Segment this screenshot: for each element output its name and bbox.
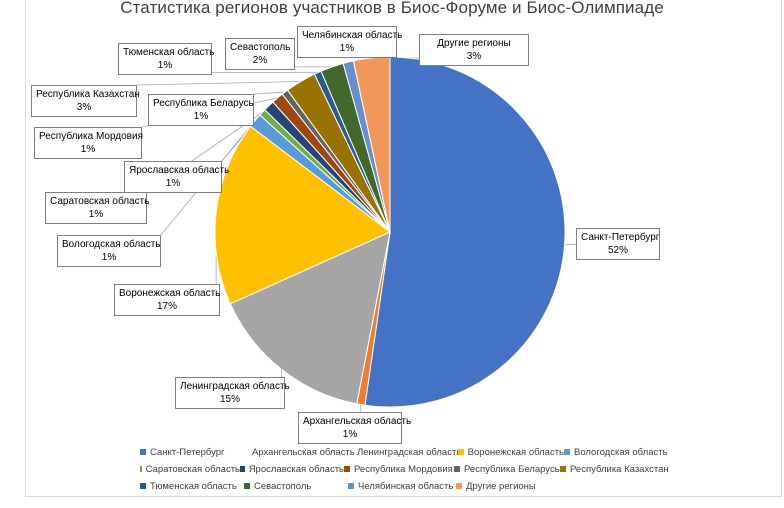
- legend-row: Санкт-Петербург Архангельская область Ле…: [140, 446, 700, 458]
- data-label-name: Вологодская область: [62, 239, 161, 250]
- data-label: Вологодская область 1%: [57, 235, 161, 267]
- data-label-name: Ярославская область: [129, 165, 230, 176]
- legend-item: Челябинская область: [348, 481, 456, 492]
- data-label-name: Другие регионы: [437, 38, 511, 49]
- pie-slice: [214, 125, 391, 305]
- legend-swatch: [348, 483, 354, 489]
- legend-swatch: [456, 483, 462, 489]
- legend-row: Саратовская область Ярославская область …: [140, 463, 700, 475]
- legend-swatch: [564, 449, 570, 455]
- legend-label: Ленинградская область: [357, 446, 462, 458]
- legend-label: Саратовская область: [145, 463, 240, 475]
- legend-item: Тюменская область: [140, 481, 244, 492]
- legend-label: Челябинская область: [358, 480, 454, 492]
- data-label-value: 1%: [80, 144, 96, 155]
- pie-slice: [229, 231, 391, 405]
- data-label: Республика Казахстан 3%: [31, 85, 140, 117]
- legend-item: Другие регионы: [456, 481, 536, 492]
- data-label: Другие регионы 3%: [419, 34, 529, 66]
- data-label-name: Челябинская область: [302, 30, 403, 41]
- legend-item: Вологодская область: [564, 447, 668, 458]
- legend-swatch: [140, 483, 146, 489]
- legend-swatch: [454, 466, 460, 472]
- data-label-value: 1%: [157, 60, 173, 71]
- data-label-value: 15%: [219, 394, 240, 405]
- data-label: Республика Мордовия 1%: [34, 127, 143, 159]
- data-label-value: 1%: [101, 252, 117, 263]
- data-label: Челябинская область 1%: [297, 26, 403, 58]
- data-label: Ярославская область 1%: [124, 161, 230, 193]
- legend-swatch: [244, 483, 250, 489]
- chart-title: Статистика регионов участников в Биос-Фо…: [120, 0, 664, 17]
- legend-label: Другие регионы: [466, 480, 536, 492]
- data-label-value: 3%: [76, 102, 92, 113]
- legend-label: Севастополь: [254, 480, 312, 492]
- pie-slice: [364, 56, 566, 408]
- data-label: Севастополь 2%: [225, 38, 295, 70]
- legend-item: Севастополь: [244, 481, 348, 492]
- legend: Санкт-Петербург Архангельская область Ле…: [140, 446, 700, 497]
- legend-swatch: [458, 449, 464, 455]
- legend-label: Республика Казахстан: [570, 463, 669, 475]
- data-label-value: 2%: [252, 55, 268, 66]
- legend-label: Архангельская область: [252, 446, 355, 458]
- data-label: Тюменская область 1%: [118, 43, 215, 75]
- data-label-name: Тюменская область: [123, 47, 215, 58]
- legend-swatch: [240, 466, 245, 472]
- legend-item: Республика Казахстан: [560, 464, 669, 475]
- leader-line: [253, 91, 285, 95]
- data-label-name: Саратовская область: [50, 196, 150, 207]
- data-label-value: 1%: [342, 429, 358, 440]
- data-label: Санкт-Петербург 52%: [576, 228, 660, 260]
- leader-line: [136, 81, 301, 86]
- legend-label: Ярославская область: [248, 463, 344, 475]
- data-label-value: 1%: [339, 43, 355, 54]
- legend-item: Республика Мордовия: [344, 464, 454, 475]
- data-label-name: Республика Беларусь: [153, 98, 254, 109]
- data-label: Республика Беларусь 1%: [148, 94, 254, 126]
- legend-label: Санкт-Петербург: [150, 446, 225, 458]
- data-label-value: 1%: [193, 111, 209, 122]
- legend-row: Тюменская область Севастополь Челябинска…: [140, 480, 700, 492]
- legend-swatch: [140, 449, 146, 455]
- data-label-value: 1%: [88, 209, 104, 220]
- data-label-name: Ленинградская область: [180, 381, 290, 392]
- data-label-name: Санкт-Петербург: [581, 232, 660, 243]
- data-label-name: Севастополь: [230, 42, 291, 53]
- data-label: Воронежская область 17%: [114, 284, 220, 316]
- legend-label: Республика Мордовия: [354, 463, 453, 475]
- legend-swatch: [344, 466, 350, 472]
- data-label-name: Архангельская область: [303, 416, 412, 427]
- data-label-value: 52%: [607, 245, 628, 256]
- data-label: Ленинградская область 15%: [175, 377, 290, 409]
- data-label-value: 1%: [165, 178, 181, 189]
- chart-area: [25, 0, 782, 497]
- legend-item: Архангельская область: [248, 446, 355, 458]
- data-label-value: 3%: [466, 51, 482, 62]
- legend-swatch: [560, 466, 566, 472]
- legend-label: Воронежская область: [467, 446, 564, 458]
- legend-label: Вологодская область: [574, 446, 668, 458]
- legend-item: Республика Беларусь: [454, 464, 560, 475]
- legend-item: Ленинградская область: [353, 446, 462, 458]
- data-label-name: Воронежская область: [119, 288, 221, 299]
- data-label-name: Республика Мордовия: [39, 131, 143, 142]
- legend-label: Тюменская область: [150, 480, 237, 492]
- legend-item: Саратовская область: [140, 464, 240, 475]
- legend-item: Санкт-Петербург: [140, 447, 248, 458]
- data-label: Архангельская область 1%: [298, 412, 412, 444]
- data-label-name: Республика Казахстан: [36, 89, 140, 100]
- data-label: Саратовская область 1%: [45, 192, 150, 224]
- legend-label: Республика Беларусь: [464, 463, 560, 475]
- data-label-value: 17%: [156, 301, 177, 312]
- legend-item: Ярославская область: [240, 464, 344, 475]
- legend-item: Воронежская область: [458, 447, 564, 458]
- legend-swatch: [140, 466, 142, 472]
